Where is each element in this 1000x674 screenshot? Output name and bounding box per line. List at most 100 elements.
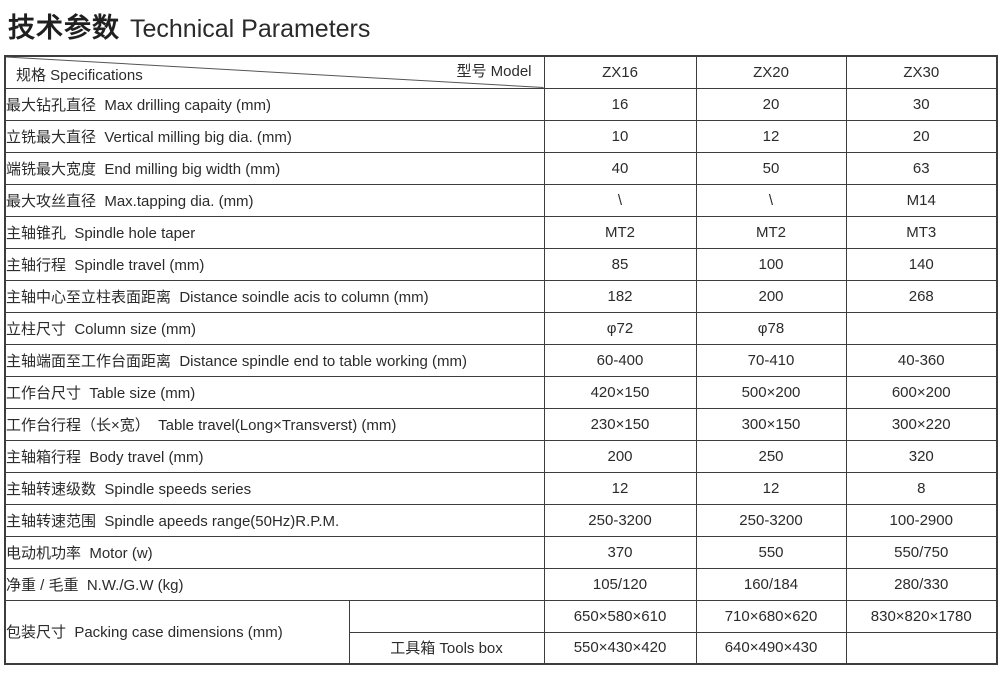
- value-cell: \: [695, 183, 847, 217]
- spec-label-cell: 净重 / 毛重 N.W./G.W (kg): [4, 567, 545, 601]
- value-cell: 500×200: [695, 375, 847, 409]
- spec-label-cell: 主轴转速范围 Spindle apeeds range(50Hz)R.P.M.: [4, 503, 545, 537]
- value-cell: 140: [845, 247, 998, 281]
- table-row: 工作台行程（长×宽） Table travel(Long×Transverst)…: [4, 407, 998, 441]
- value-cell: [845, 311, 998, 345]
- spec-label-cell: 工作台行程（长×宽） Table travel(Long×Transverst)…: [4, 407, 545, 441]
- header-row: 规格 Specifications 型号 Model ZX16 ZX20 ZX3…: [4, 55, 998, 89]
- spec-label-cell: 工作台尺寸 Table size (mm): [4, 375, 545, 409]
- value-cell: 105/120: [543, 567, 697, 601]
- value-cell: [845, 631, 998, 665]
- value-cell: \: [543, 183, 697, 217]
- value-cell: 250: [695, 439, 847, 473]
- value-cell: 600×200: [845, 375, 998, 409]
- spec-label-cell: 主轴锥孔 Spindle hole taper: [4, 215, 545, 249]
- value-cell: φ78: [695, 311, 847, 345]
- value-cell: 300×220: [845, 407, 998, 441]
- value-cell: 50: [695, 151, 847, 185]
- model-header-zx30: ZX30: [845, 55, 998, 89]
- value-cell: 100: [695, 247, 847, 281]
- packing-row: 工具箱 Tools box 550×430×420 640×490×430: [5, 631, 998, 665]
- value-cell: 100-2900: [845, 503, 998, 537]
- value-cell: 370: [543, 535, 697, 569]
- value-cell: 200: [695, 279, 847, 313]
- value-cell: 830×820×1780: [845, 599, 998, 633]
- spec-label-cell: 主轴中心至立柱表面距离 Distance soindle acis to col…: [4, 279, 545, 313]
- value-cell: 30: [845, 87, 998, 121]
- value-cell: 20: [845, 119, 998, 153]
- value-cell: 60-400: [543, 343, 697, 377]
- value-cell: 12: [695, 119, 847, 153]
- value-cell: 85: [543, 247, 697, 281]
- table-row: 工作台尺寸 Table size (mm) 420×150 500×200 600×2…: [4, 375, 998, 409]
- spec-label-cell: 主轴箱行程 Body travel (mm): [4, 439, 545, 473]
- spec-label-cell: 立铣最大直径 Vertical milling big dia. (mm): [4, 119, 545, 153]
- value-cell: 20: [695, 87, 847, 121]
- value-cell: φ72: [543, 311, 697, 345]
- value-cell: 8: [845, 471, 998, 505]
- value-cell: MT2: [695, 215, 847, 249]
- specifications-label: 规格 Specifications: [16, 66, 143, 84]
- value-cell: 200: [543, 439, 697, 473]
- table-row: 立铣最大直径 Vertical milling big dia. (mm) 10 1…: [4, 119, 998, 153]
- page-title: 技术参数 Technical Parameters: [8, 6, 370, 45]
- value-cell: MT3: [845, 215, 998, 249]
- table-row: 主轴转速范围 Spindle apeeds range(50Hz)R.P.M. 2…: [4, 503, 998, 537]
- spec-label-cell: 主轴行程 Spindle travel (mm): [4, 247, 545, 281]
- spec-label-cell: 最大攻丝直径 Max.tapping dia. (mm): [4, 183, 545, 217]
- diagonal-corner-cell: 规格 Specifications 型号 Model: [4, 55, 545, 89]
- diagonal-divider-line: [6, 57, 544, 88]
- value-cell: 280/330: [845, 567, 998, 601]
- value-cell: 16: [543, 87, 697, 121]
- value-cell: 40-360: [845, 343, 998, 377]
- value-cell: 710×680×620: [695, 599, 847, 633]
- table-row: 主轴转速级数 Spindle speeds series 12 12 8: [4, 471, 998, 505]
- value-cell: 12: [543, 471, 697, 505]
- model-header-zx16: ZX16: [543, 55, 697, 89]
- value-cell: M14: [845, 183, 998, 217]
- table-row: 最大攻丝直径 Max.tapping dia. (mm) \ \ M14: [4, 183, 998, 217]
- spec-label-cell: 主轴端面至工作台面距离 Distance spindle end to tabl…: [4, 343, 545, 377]
- value-cell: 40: [543, 151, 697, 185]
- spec-label-cell: 电动机功率 Motor (w): [4, 535, 545, 569]
- table-row: 主轴端面至工作台面距离 Distance spindle end to tabl…: [4, 343, 998, 377]
- value-cell: 320: [845, 439, 998, 473]
- value-cell: 250-3200: [543, 503, 697, 537]
- model-label: 型号 Model: [456, 63, 532, 80]
- value-cell: 420×150: [543, 375, 697, 409]
- spec-label-cell: 立柱尺寸 Column size (mm): [4, 311, 545, 345]
- value-cell: 268: [845, 279, 998, 313]
- packing-sub-cell: [348, 599, 545, 633]
- table-row: 净重 / 毛重 N.W./G.W (kg) 105/120 160/184 280/3…: [4, 567, 998, 601]
- model-header-zx20: ZX20: [695, 55, 847, 89]
- table-row: 主轴中心至立柱表面距离 Distance soindle acis to col…: [4, 279, 998, 313]
- tools-box-cell: 工具箱 Tools box: [348, 631, 545, 665]
- table-row: 主轴箱行程 Body travel (mm) 200 250 320: [4, 439, 998, 473]
- spec-label-cell: 端铣最大宽度 End milling big width (mm): [4, 151, 545, 185]
- value-cell: 300×150: [695, 407, 847, 441]
- table-body: 最大钻孔直径 Max drilling capaity (mm) 16 20 30 立铣…: [4, 87, 998, 665]
- page-title-chinese: 技术参数: [8, 13, 120, 43]
- value-cell: 550/750: [845, 535, 998, 569]
- page-title-english: Technical Parameters: [130, 15, 371, 43]
- value-cell: 230×150: [543, 407, 697, 441]
- value-cell: 160/184: [695, 567, 847, 601]
- table-row: 电动机功率 Motor (w) 370 550 550/750: [4, 535, 998, 569]
- value-cell: 10: [543, 119, 697, 153]
- value-cell: 70-410: [695, 343, 847, 377]
- value-cell: 550: [695, 535, 847, 569]
- table-row: 最大钻孔直径 Max drilling capaity (mm) 16 20 30: [4, 87, 998, 121]
- table-row: 端铣最大宽度 End milling big width (mm) 40 50 63: [4, 151, 998, 185]
- table-row: 主轴锥孔 Spindle hole taper MT2 MT2 MT3: [4, 215, 998, 249]
- value-cell: 650×580×610: [543, 599, 697, 633]
- value-cell: 640×490×430: [695, 631, 847, 665]
- value-cell: 550×430×420: [543, 631, 697, 665]
- value-cell: 63: [845, 151, 998, 185]
- value-cell: 250-3200: [695, 503, 847, 537]
- value-cell: 182: [543, 279, 697, 313]
- packing-label-cell: 包装尺寸 Packing case dimensions (mm): [4, 599, 350, 665]
- table-row: 主轴行程 Spindle travel (mm) 85 100 140: [4, 247, 998, 281]
- spec-label-cell: 最大钻孔直径 Max drilling capaity (mm): [4, 87, 545, 121]
- table-row: 立柱尺寸 Column size (mm) φ72 φ78: [4, 311, 998, 345]
- spec-label-cell: 主轴转速级数 Spindle speeds series: [4, 471, 545, 505]
